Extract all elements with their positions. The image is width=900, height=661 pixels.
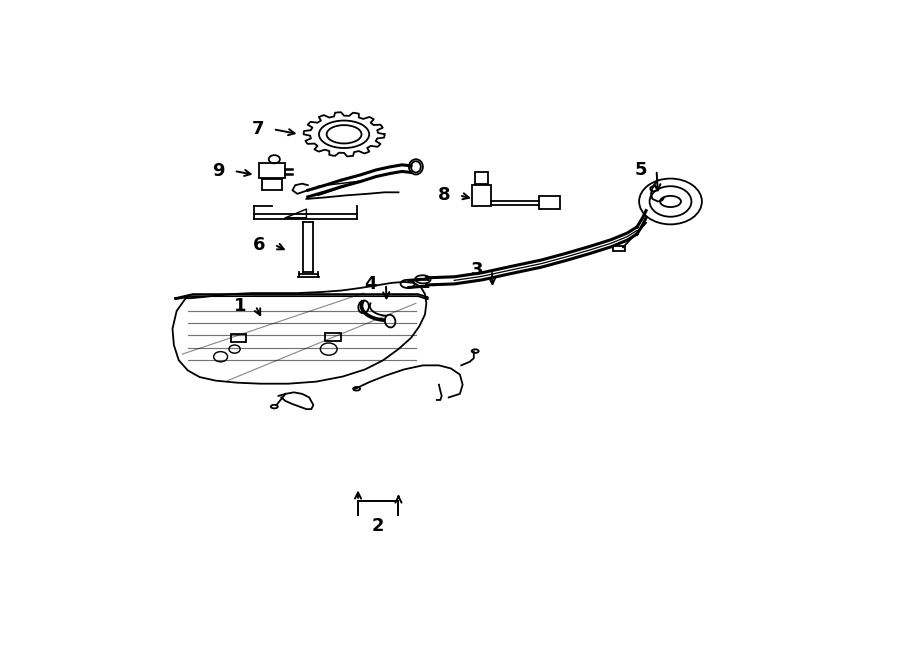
Text: 2: 2: [372, 517, 384, 535]
Text: 8: 8: [437, 186, 450, 204]
Bar: [613, 246, 626, 251]
Text: 1: 1: [234, 297, 247, 315]
Text: 9: 9: [212, 162, 225, 180]
Bar: [231, 334, 247, 342]
Text: 6: 6: [253, 236, 266, 254]
Text: 5: 5: [635, 161, 647, 179]
Bar: [263, 179, 282, 190]
Bar: [539, 196, 561, 209]
Text: 7: 7: [251, 120, 264, 138]
Bar: [259, 163, 285, 178]
Text: 3: 3: [471, 261, 482, 279]
Text: 4: 4: [364, 275, 377, 293]
Bar: [472, 184, 491, 206]
Bar: [475, 173, 488, 184]
Bar: [325, 332, 340, 341]
